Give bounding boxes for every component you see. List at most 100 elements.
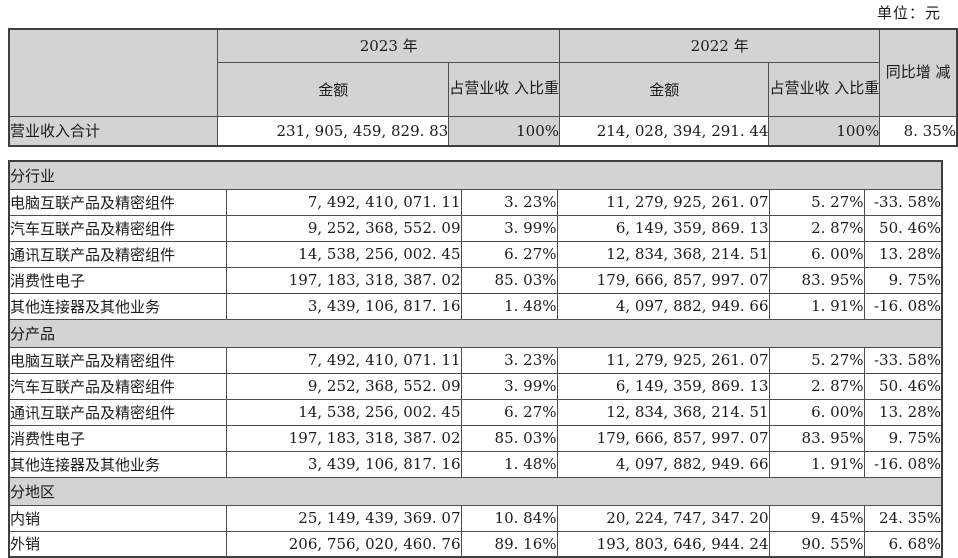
cell-amount-2022: 20, 224, 747, 347. 20 — [556, 504, 770, 532]
section-title: 分行业 — [8, 160, 943, 190]
total-revenue-row: 营业收入合计 231, 905, 459, 829. 83 100% 214, … — [8, 115, 958, 147]
table-row: 汽车互联产品及精密组件 9, 252, 368, 552. 09 3. 99% 6, … — [8, 214, 943, 242]
section-row: 分行业 — [8, 160, 943, 190]
table-row: 其他连接器及其他业务 3, 439, 106, 817. 16 1. 48% 4, 0… — [8, 450, 943, 478]
cell-ratio-2023: 1. 48% — [460, 292, 558, 320]
cell-yoy: -16. 08% — [863, 450, 943, 478]
cell-ratio-2022: 6. 00% — [768, 398, 865, 426]
year-2022-header: 2022 年 — [559, 28, 881, 63]
cell-amount-2022: 179, 666, 857, 997. 07 — [556, 424, 770, 452]
row-label: 其他连接器及其他业务 — [8, 450, 227, 478]
cell-amount-2022: 12, 834, 368, 214. 51 — [556, 398, 770, 426]
cell-amount-2022: 11, 279, 925, 261. 07 — [556, 188, 770, 216]
table-row: 通讯互联产品及精密组件 14, 538, 256, 002. 45 6. 27% 12… — [8, 240, 943, 268]
cell-amount-2023: 7, 492, 410, 071. 11 — [225, 346, 462, 374]
cell-amount-2022: 4, 097, 882, 949. 66 — [556, 292, 770, 320]
cell-ratio-2023: 85. 03% — [460, 266, 558, 294]
row-label: 消费性电子 — [8, 266, 227, 294]
cell-ratio-2022: 1. 91% — [768, 450, 865, 478]
row-label: 营业收入合计 — [8, 115, 219, 147]
cell-ratio-2022: 83. 95% — [768, 266, 865, 294]
table-row: 电脑互联产品及精密组件 7, 492, 410, 071. 11 3. 23% 11,… — [8, 346, 943, 374]
corner-cell — [8, 28, 219, 117]
cell-ratio-2022: 2. 87% — [768, 372, 865, 400]
cell-amount-2022: 11, 279, 925, 261. 07 — [556, 346, 770, 374]
cell-ratio-2023: 10. 84% — [460, 504, 558, 532]
row-label: 其他连接器及其他业务 — [8, 292, 227, 320]
cell-ratio-2022: 100% — [768, 115, 881, 147]
cell-ratio-2023: 1. 48% — [460, 450, 558, 478]
table-row: 消费性电子 197, 183, 318, 387. 02 85. 03% 179, 6… — [8, 424, 943, 452]
cell-ratio-2023: 3. 99% — [460, 372, 558, 400]
table-row: 外销 206, 756, 020, 460. 76 89. 16% 193, 803,… — [8, 530, 943, 558]
row-label: 外销 — [8, 530, 227, 558]
cell-amount-2023: 3, 439, 106, 817. 16 — [225, 450, 462, 478]
summary-table: 2023 年 2022 年 同比增 减 金额 占营业收 入比重 金额 占营业收 … — [8, 28, 958, 147]
row-label: 电脑互联产品及精密组件 — [8, 188, 227, 216]
row-label: 通讯互联产品及精密组件 — [8, 240, 227, 268]
cell-amount-2022: 193, 803, 646, 944. 24 — [556, 530, 770, 558]
row-label: 消费性电子 — [8, 424, 227, 452]
cell-yoy: 9. 75% — [863, 424, 943, 452]
cell-ratio-2023: 3. 23% — [460, 346, 558, 374]
cell-amount-2023: 231, 905, 459, 829. 83 — [217, 115, 450, 147]
row-label: 内销 — [8, 504, 227, 532]
cell-ratio-2022: 5. 27% — [768, 346, 865, 374]
cell-amount-2023: 25, 149, 439, 369. 07 — [225, 504, 462, 532]
cell-amount-2022: 179, 666, 857, 997. 07 — [556, 266, 770, 294]
cell-yoy: 8. 35% — [879, 115, 958, 147]
cell-yoy: 6. 68% — [863, 530, 943, 558]
ratio-2023-header: 占营业收 入比重 — [448, 61, 561, 117]
detail-table: 分行业 电脑互联产品及精密组件 7, 492, 410, 071. 11 3. 23%… — [8, 160, 943, 558]
amount-2023-header: 金额 — [217, 61, 450, 117]
cell-amount-2022: 214, 028, 394, 291. 44 — [559, 115, 770, 147]
section-title: 分产品 — [8, 318, 943, 348]
cell-amount-2022: 6, 149, 359, 869. 13 — [556, 372, 770, 400]
amount-2022-header: 金额 — [559, 61, 770, 117]
section-row: 分地区 — [8, 476, 943, 506]
cell-amount-2023: 3, 439, 106, 817. 16 — [225, 292, 462, 320]
cell-yoy: 50. 46% — [863, 372, 943, 400]
cell-amount-2022: 6, 149, 359, 869. 13 — [556, 214, 770, 242]
cell-yoy: 13. 28% — [863, 240, 943, 268]
unit-label: 单位：元 — [876, 4, 941, 22]
cell-ratio-2023: 3. 99% — [460, 214, 558, 242]
table-row: 电脑互联产品及精密组件 7, 492, 410, 071. 11 3. 23% 11,… — [8, 188, 943, 216]
table-row: 消费性电子 197, 183, 318, 387. 02 85. 03% 179, 6… — [8, 266, 943, 294]
cell-ratio-2022: 90. 55% — [768, 530, 865, 558]
cell-ratio-2023: 85. 03% — [460, 424, 558, 452]
cell-ratio-2022: 6. 00% — [768, 240, 865, 268]
cell-amount-2023: 197, 183, 318, 387. 02 — [225, 266, 462, 294]
cell-yoy: 50. 46% — [863, 214, 943, 242]
table-row: 汽车互联产品及精密组件 9, 252, 368, 552. 09 3. 99% 6, … — [8, 372, 943, 400]
table-row: 通讯互联产品及精密组件 14, 538, 256, 002. 45 6. 27% 12… — [8, 398, 943, 426]
cell-amount-2023: 14, 538, 256, 002. 45 — [225, 240, 462, 268]
table-row: 其他连接器及其他业务 3, 439, 106, 817. 16 1. 48% 4, 0… — [8, 292, 943, 320]
section-row: 分产品 — [8, 318, 943, 348]
cell-yoy: -33. 58% — [863, 346, 943, 374]
header-row-metrics: 金额 占营业收 入比重 金额 占营业收 入比重 — [9, 61, 957, 117]
row-label: 汽车互联产品及精密组件 — [8, 214, 227, 242]
cell-yoy: -33. 58% — [863, 188, 943, 216]
cell-ratio-2022: 1. 91% — [768, 292, 865, 320]
cell-ratio-2022: 5. 27% — [768, 188, 865, 216]
cell-amount-2023: 14, 538, 256, 002. 45 — [225, 398, 462, 426]
cell-ratio-2023: 3. 23% — [460, 188, 558, 216]
cell-ratio-2023: 6. 27% — [460, 398, 558, 426]
cell-ratio-2022: 2. 87% — [768, 214, 865, 242]
ratio-2022-header: 占营业收 入比重 — [768, 61, 881, 117]
cell-ratio-2023: 89. 16% — [460, 530, 558, 558]
year-2023-header: 2023 年 — [217, 28, 561, 63]
row-label: 通讯互联产品及精密组件 — [8, 398, 227, 426]
section-title: 分地区 — [8, 476, 943, 506]
cell-amount-2023: 9, 252, 368, 552. 09 — [225, 372, 462, 400]
cell-ratio-2023: 6. 27% — [460, 240, 558, 268]
cell-ratio-2023: 100% — [448, 115, 561, 147]
row-label: 汽车互联产品及精密组件 — [8, 372, 227, 400]
cell-amount-2023: 206, 756, 020, 460. 76 — [225, 530, 462, 558]
cell-amount-2022: 4, 097, 882, 949. 66 — [556, 450, 770, 478]
cell-amount-2023: 9, 252, 368, 552. 09 — [225, 214, 462, 242]
table-row: 内销 25, 149, 439, 369. 07 10. 84% 20, 224, 7… — [8, 504, 943, 532]
cell-amount-2022: 12, 834, 368, 214. 51 — [556, 240, 770, 268]
